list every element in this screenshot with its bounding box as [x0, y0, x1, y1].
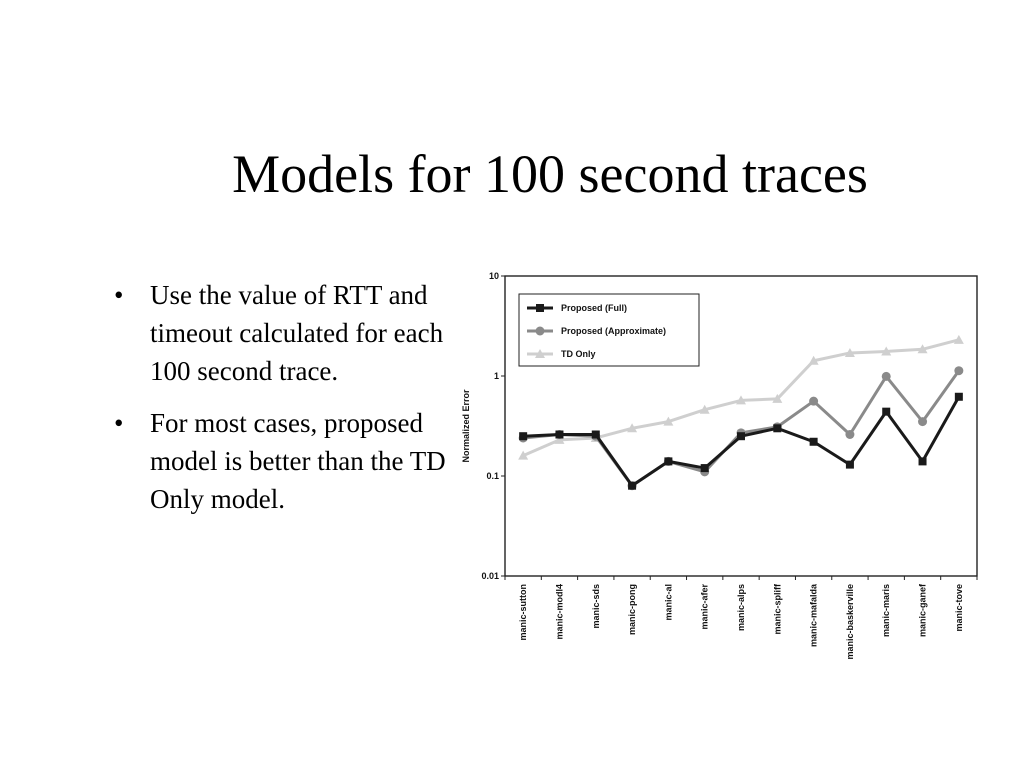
data-point-triangle: [663, 416, 674, 426]
data-point-square: [773, 424, 782, 433]
data-point-triangle: [844, 347, 855, 357]
x-tick-label: manic-sutton: [518, 584, 528, 641]
x-tick-label: manic-sds: [591, 584, 601, 629]
data-point-square: [737, 432, 745, 441]
data-point-square: [700, 464, 709, 473]
x-tick-label: manic-modl4: [554, 584, 564, 640]
data-point-square: [628, 481, 637, 490]
bullet-dot-icon: •: [114, 280, 124, 310]
x-tick-label: manic-alps: [736, 584, 746, 631]
data-point-circle: [918, 417, 928, 427]
data-point-triangle: [917, 344, 928, 354]
data-point-triangle: [881, 346, 892, 356]
data-point-circle: [954, 366, 964, 376]
y-tick-label: 1: [494, 371, 499, 381]
legend-label: Proposed (Approximate): [561, 326, 666, 336]
y-tick-label: 10: [489, 271, 499, 281]
x-tick-label: manic-ganef: [918, 583, 928, 637]
data-point-triangle: [772, 393, 783, 403]
legend-swatch-triangle: [535, 349, 545, 358]
bullet-list: • Use the value of RTT and timeout calcu…: [112, 276, 457, 532]
x-tick-label: manic-afer: [700, 584, 710, 630]
y-tick-label: 0.01: [481, 571, 499, 581]
data-point-square: [918, 457, 927, 466]
data-point-triangle: [699, 404, 710, 414]
data-point-triangle: [627, 423, 638, 433]
data-point-square: [591, 430, 600, 439]
legend-label: TD Only: [561, 349, 596, 359]
y-axis-title: Normalized Error: [461, 389, 471, 463]
data-point-circle: [809, 396, 819, 406]
data-point-triangle: [808, 355, 819, 365]
data-point-square: [809, 437, 818, 446]
bullet-text: For most cases, proposed model is better…: [150, 408, 446, 514]
x-tick-label: manic-mafalda: [809, 583, 819, 647]
data-point-square: [954, 392, 963, 401]
chart-container: 10 1 0.1 0.01 Normalized Error manic-sutton ma…: [455, 262, 995, 692]
data-point-circle: [845, 430, 855, 440]
data-point-triangle: [736, 395, 746, 405]
x-tick-label: manic-spliff: [772, 583, 782, 635]
legend-swatch-circle: [535, 326, 545, 336]
line-chart: 10 1 0.1 0.01 Normalized Error manic-sutton ma…: [461, 271, 978, 660]
bullet-item: • For most cases, proposed model is bett…: [112, 404, 457, 518]
bullet-dot-icon: •: [114, 408, 124, 438]
legend-label: Proposed (Full): [561, 303, 627, 313]
x-tick-label: manic-pong: [627, 584, 637, 635]
data-point-square: [519, 432, 528, 441]
x-tick-label: manic-al: [663, 584, 673, 621]
x-tick-label: manic-maris: [881, 584, 891, 637]
data-point-triangle: [554, 434, 565, 444]
data-point-triangle: [953, 334, 964, 344]
legend-swatch-square: [536, 304, 544, 312]
slide-title: Models for 100 second traces: [232, 144, 868, 204]
bullet-item: • Use the value of RTT and timeout calcu…: [112, 276, 457, 390]
x-tick-label: manic-baskerville: [845, 584, 855, 660]
data-point-square: [845, 460, 854, 469]
y-tick-label: 0.1: [486, 471, 499, 481]
data-point-square: [882, 407, 891, 416]
data-point-triangle: [518, 450, 529, 460]
bullet-text: Use the value of RTT and timeout calcula…: [150, 280, 444, 386]
data-point-square: [555, 430, 564, 439]
data-point-square: [664, 457, 673, 466]
x-tick-label: manic-tove: [954, 584, 964, 632]
data-point-circle: [881, 371, 891, 381]
